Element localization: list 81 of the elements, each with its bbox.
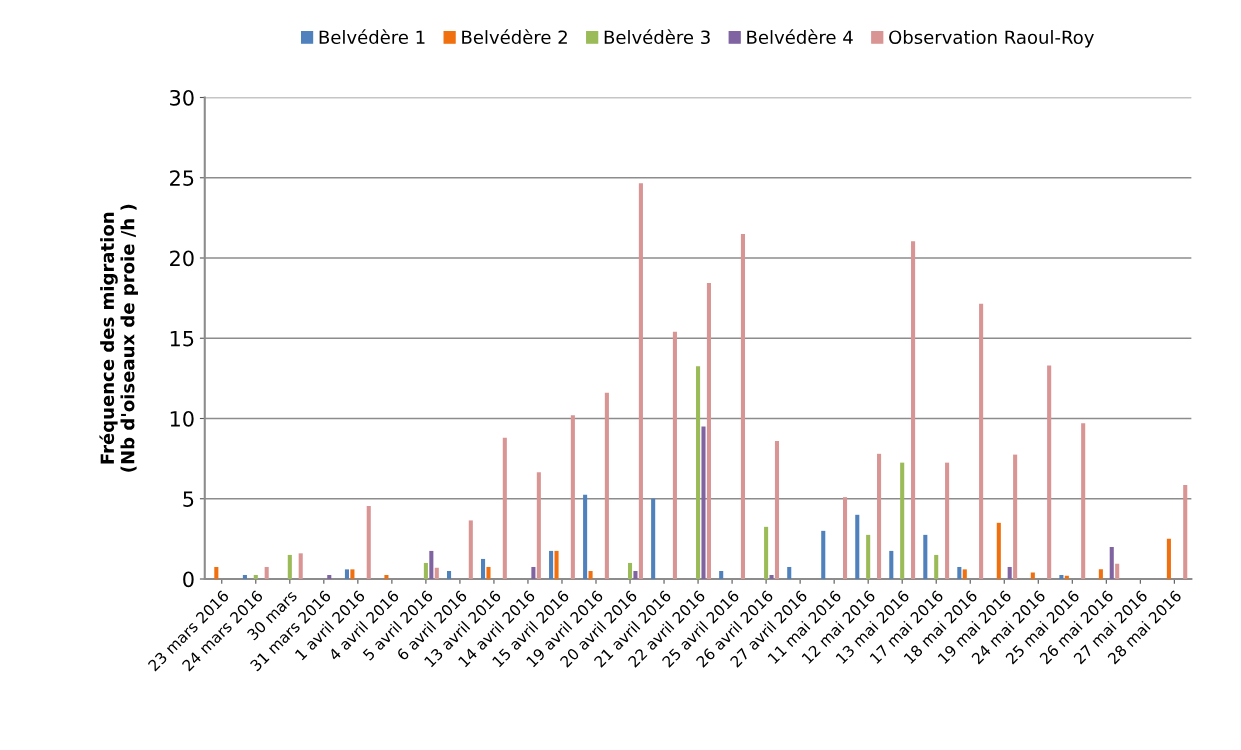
bar xyxy=(1013,454,1018,579)
bar xyxy=(366,505,371,579)
bar xyxy=(996,522,1001,579)
bar xyxy=(446,570,452,579)
bar xyxy=(979,303,984,579)
bar xyxy=(350,569,355,579)
bar xyxy=(1115,563,1120,579)
bar xyxy=(287,554,292,579)
bar xyxy=(423,562,428,579)
bar xyxy=(1166,538,1171,579)
y-tick-label: 10 xyxy=(170,410,194,427)
bar xyxy=(855,514,860,579)
bar xyxy=(531,566,536,579)
bar xyxy=(1098,569,1103,579)
y-tick-label: 20 xyxy=(170,250,194,267)
bar xyxy=(344,569,350,579)
legend-label: Belvédère 3 xyxy=(604,29,710,45)
bar xyxy=(706,282,711,579)
y-axis-title: Fréquence des migration (Nb d'oiseaux de proie /h ) xyxy=(99,204,138,472)
legend-label: Belvédère 4 xyxy=(747,29,853,45)
bar xyxy=(242,574,247,579)
bar xyxy=(253,574,258,579)
y-tick-label: 5 xyxy=(183,491,194,507)
bar xyxy=(638,183,643,579)
bar xyxy=(945,462,950,579)
bar xyxy=(1059,574,1064,579)
bar xyxy=(604,392,609,579)
bar xyxy=(214,566,219,579)
bar xyxy=(774,440,780,579)
bar xyxy=(821,530,826,579)
bar xyxy=(588,570,593,579)
bar xyxy=(787,566,792,579)
bar xyxy=(384,574,389,579)
legend-label: Belvédère 2 xyxy=(462,29,567,45)
bar xyxy=(866,534,871,579)
bar xyxy=(701,426,706,579)
bar xyxy=(877,453,882,579)
legend-label: Belvédère 1 xyxy=(319,29,425,45)
y-tick-label: 15 xyxy=(170,330,194,347)
bar xyxy=(486,566,491,579)
bar xyxy=(536,472,541,579)
bar xyxy=(570,415,575,579)
y-tick-label: 30 xyxy=(170,89,194,106)
bar xyxy=(764,526,769,579)
legend-label: Observation Raoul-Roy xyxy=(889,30,1094,48)
bar xyxy=(481,558,486,579)
bar xyxy=(923,534,928,579)
bar xyxy=(842,497,848,579)
y-tick-label: 0 xyxy=(183,571,194,588)
bar xyxy=(298,553,303,579)
bar xyxy=(672,331,677,579)
bar xyxy=(554,550,559,579)
bar xyxy=(957,566,962,579)
bar xyxy=(327,574,332,579)
bar xyxy=(889,550,894,579)
bar xyxy=(900,462,905,579)
bar xyxy=(633,570,638,579)
bar xyxy=(1007,566,1012,579)
bar xyxy=(549,550,554,579)
bar xyxy=(1081,423,1086,579)
bar xyxy=(696,366,701,579)
bar xyxy=(1047,365,1052,579)
bar xyxy=(911,241,916,579)
bar xyxy=(1109,546,1114,579)
bar xyxy=(502,437,507,579)
bar xyxy=(962,569,967,579)
bar xyxy=(769,574,774,579)
bar xyxy=(1064,575,1069,579)
bar xyxy=(264,566,269,579)
bar xyxy=(740,233,746,579)
bar xyxy=(719,570,724,579)
bar xyxy=(1183,485,1188,579)
bar xyxy=(627,562,633,579)
bar xyxy=(429,550,434,579)
bar xyxy=(1030,572,1035,579)
y-tick-label: 25 xyxy=(170,170,194,186)
bar xyxy=(583,494,588,579)
bar xyxy=(651,498,656,579)
bar xyxy=(434,567,439,579)
bar xyxy=(934,554,939,579)
bar xyxy=(468,520,473,579)
